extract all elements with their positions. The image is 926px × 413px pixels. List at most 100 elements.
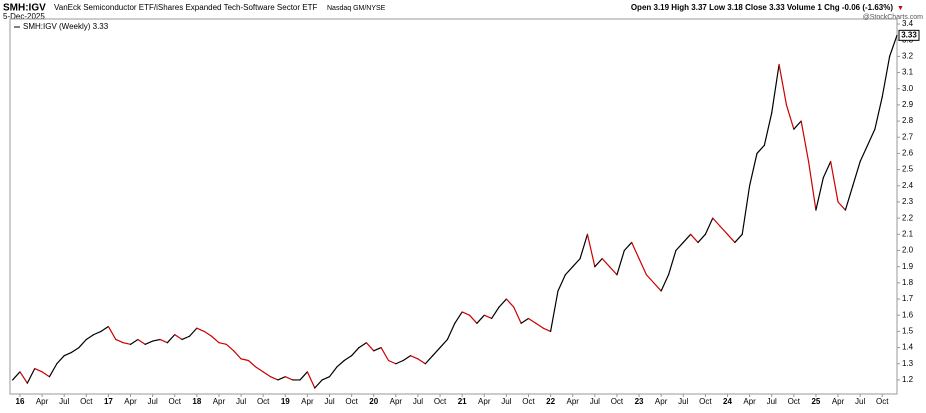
- y-tick-label: 2.9: [902, 100, 914, 109]
- line-segment: [726, 233, 736, 244]
- line-segment: [166, 334, 176, 344]
- line-segment: [19, 371, 28, 384]
- x-tick-label: Apr: [566, 397, 579, 406]
- line-segment: [269, 376, 279, 381]
- line-segment: [830, 160, 839, 203]
- line-segment: [343, 355, 353, 362]
- x-tick-label: Jul: [236, 397, 246, 406]
- line-segment: [520, 317, 530, 324]
- y-tick-label: 1.4: [902, 343, 914, 352]
- line-segment: [63, 351, 73, 357]
- line-segment: [594, 257, 603, 268]
- line-segment: [771, 63, 780, 114]
- x-tick-label: Jul: [148, 397, 158, 406]
- line-segment: [800, 120, 810, 163]
- line-segment: [807, 160, 817, 211]
- line-segment: [78, 338, 87, 349]
- x-tick-label: Apr: [390, 397, 403, 406]
- line-segment: [446, 322, 456, 341]
- x-tick-label: Apr: [478, 397, 491, 406]
- y-tick-label: 1.3: [902, 359, 914, 368]
- last-value-box: [898, 29, 920, 41]
- line-segment: [255, 366, 264, 373]
- x-tick-label: 16: [16, 397, 25, 406]
- line-segment: [321, 376, 331, 381]
- y-tick-label: 2.1: [902, 229, 914, 238]
- line-segment: [262, 371, 272, 378]
- line-segment: [373, 346, 382, 352]
- line-segment: [196, 327, 205, 332]
- x-tick-label: Jul: [855, 397, 865, 406]
- line-segment: [572, 257, 581, 268]
- y-tick-label: 1.2: [902, 375, 914, 384]
- line-segment: [564, 266, 574, 276]
- exchange: Nasdaq GM/NYSE: [327, 5, 386, 12]
- line-segment: [432, 346, 441, 357]
- line-segment: [579, 233, 589, 260]
- line-segment: [70, 346, 80, 354]
- line-segment: [756, 144, 765, 155]
- line-segment: [417, 358, 426, 365]
- line-segment: [690, 233, 699, 244]
- line-segment: [395, 359, 404, 365]
- y-tick-label: 1.7: [902, 294, 914, 303]
- line-segment: [608, 266, 618, 276]
- line-segment: [402, 355, 412, 362]
- line-segment: [218, 342, 227, 345]
- x-tick-label: Oct: [788, 397, 801, 406]
- line-segment: [233, 350, 242, 360]
- x-tick-label: Jul: [767, 397, 777, 406]
- line-segment: [137, 338, 146, 345]
- x-tick-label: Apr: [36, 397, 49, 406]
- line-segment: [152, 338, 161, 342]
- line-segment: [100, 325, 110, 332]
- last-value-label: 3.33: [901, 30, 917, 39]
- line-segment: [299, 371, 308, 381]
- legend: SMH:IGV (Weekly) 3.33: [23, 22, 109, 31]
- line-segment: [115, 338, 124, 344]
- line-segment: [380, 346, 390, 362]
- line-segment: [866, 128, 876, 146]
- y-tick-label: 2.3: [902, 197, 914, 206]
- x-tick-label: Jul: [678, 397, 688, 406]
- line-segment: [454, 311, 463, 324]
- line-segment: [144, 340, 154, 345]
- line-segment: [358, 342, 367, 349]
- line-segment: [203, 330, 213, 337]
- y-tick-label: 2.5: [902, 165, 914, 174]
- line-segment: [48, 363, 58, 378]
- y-tick-label: 1.8: [902, 278, 914, 287]
- line-segment: [277, 376, 286, 381]
- y-tick-label: 2.0: [902, 246, 914, 255]
- line-segment: [461, 311, 471, 316]
- x-tick-label: 19: [281, 397, 290, 406]
- line-segment: [741, 185, 751, 235]
- x-tick-label: 24: [723, 397, 732, 406]
- line-segment: [638, 257, 648, 276]
- y-tick-label: 1.5: [902, 327, 914, 336]
- line-segment: [387, 359, 397, 365]
- line-segment: [675, 241, 684, 252]
- line-segment: [365, 342, 375, 352]
- x-tick-label: Apr: [124, 397, 137, 406]
- line-segment: [188, 327, 198, 337]
- x-tick-label: 20: [369, 397, 378, 406]
- line-segment: [439, 338, 449, 349]
- y-tick-label: 2.2: [902, 213, 914, 222]
- line-segment: [616, 249, 625, 276]
- y-tick-label: 3.4: [902, 19, 914, 28]
- x-tick-label: Oct: [699, 397, 712, 406]
- line-segment: [734, 233, 743, 244]
- line-segment: [26, 368, 36, 384]
- line-segment: [822, 160, 832, 179]
- x-tick-label: Oct: [80, 397, 93, 406]
- line-segment: [34, 368, 43, 373]
- x-tick-label: Oct: [611, 397, 624, 406]
- y-tick-label: 2.6: [902, 149, 914, 158]
- line-segment: [874, 96, 883, 130]
- y-tick-label: 2.8: [902, 116, 914, 125]
- line-segment: [778, 63, 788, 106]
- line-segment: [704, 217, 714, 235]
- x-tick-label: Jul: [413, 397, 423, 406]
